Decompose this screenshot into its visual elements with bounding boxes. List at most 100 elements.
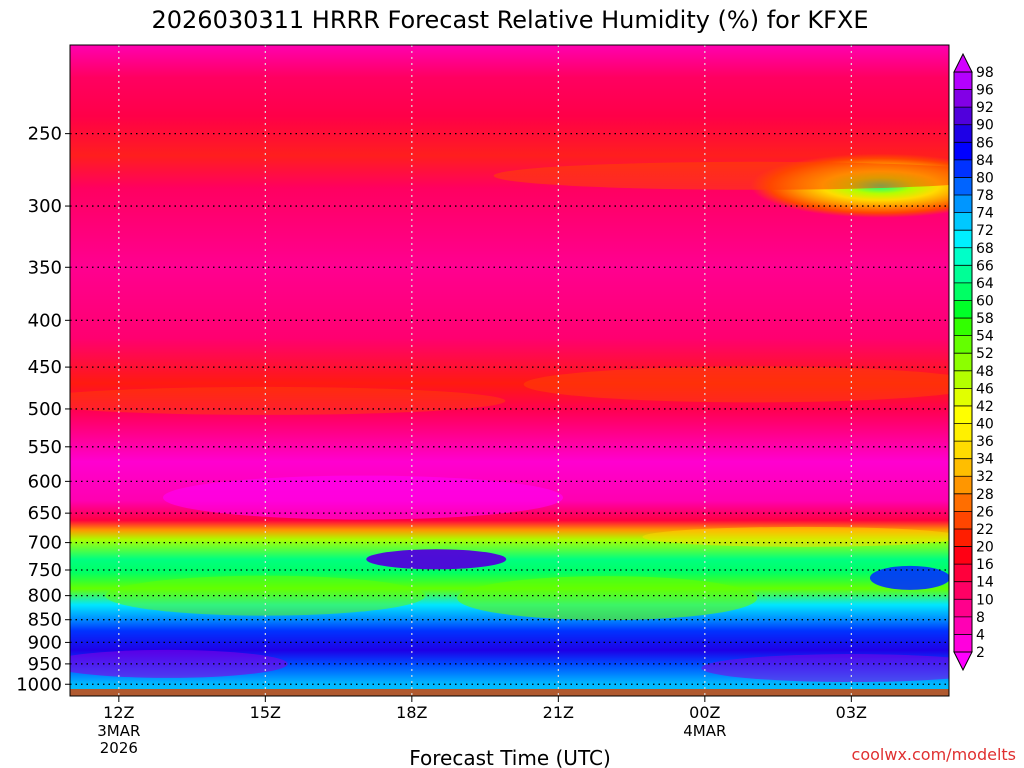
green-lobe-810-left	[105, 575, 426, 616]
colorbar-swatch	[954, 230, 972, 249]
colorbar-swatch	[954, 564, 972, 583]
x-tick-label: 15Z	[250, 703, 281, 722]
colorbar-label: 36	[976, 434, 994, 450]
y-tick-label: 950	[28, 654, 62, 675]
gridlines	[70, 45, 949, 696]
colorbar-label: 66	[976, 258, 994, 274]
colorbar-swatch	[954, 282, 972, 301]
colorbar-swatch	[954, 423, 972, 442]
colorbar-swatch	[954, 142, 972, 161]
colorbar-swatch	[954, 300, 972, 319]
colorbar-label: 60	[976, 293, 994, 309]
colorbar-label: 92	[976, 100, 994, 116]
y-tick-label: 400	[28, 310, 62, 331]
colorbar-label: 74	[976, 206, 994, 222]
colorbar-swatch	[954, 265, 972, 284]
colorbar-label: 34	[976, 452, 994, 468]
colorbar-label: 52	[976, 346, 994, 362]
colorbar-swatch	[954, 370, 972, 389]
colorbar-swatch	[954, 458, 972, 477]
colorbar-label: 58	[976, 311, 994, 327]
colorbar-swatch	[954, 476, 972, 495]
moist-core-760-right	[869, 565, 949, 590]
colorbar-swatch	[954, 318, 972, 337]
colorbar-label: 20	[976, 540, 994, 556]
colorbar-label: 26	[976, 504, 994, 520]
colorbar-label: 2	[976, 645, 985, 661]
x-tick-year: 2026	[100, 739, 138, 757]
mid-band-470-right	[523, 366, 949, 403]
colorbar-swatch	[954, 616, 972, 635]
y-tick-label: 900	[28, 632, 62, 653]
colorbar-swatch	[954, 159, 972, 178]
colorbar-label: 80	[976, 170, 994, 186]
colorbar-label: 28	[976, 487, 994, 503]
colorbar-label: 54	[976, 329, 994, 345]
upper-band-right	[493, 161, 949, 190]
colorbar: 9896929086848078747268666460585452484642…	[953, 52, 994, 672]
x-tick-label: 21Z	[543, 703, 574, 722]
colorbar-label: 68	[976, 241, 994, 257]
low-core-950	[70, 649, 288, 678]
colorbar-swatch	[954, 528, 972, 548]
colorbar-swatch	[954, 634, 972, 653]
x-tick-label: 18Z	[396, 703, 427, 722]
moist-core-730	[366, 549, 507, 570]
colorbar-label: 46	[976, 381, 994, 397]
x-tick-date: 3MAR	[97, 722, 140, 740]
yellow-fringe-690	[642, 526, 949, 547]
colorbar-label: 8	[976, 610, 985, 626]
colorbar-swatch	[954, 493, 972, 512]
x-tick-date: 4MAR	[683, 722, 726, 740]
colorbar-swatch	[954, 388, 972, 407]
x-axis-label: Forecast Time (UTC)	[409, 746, 611, 768]
y-tick-label: 600	[28, 471, 62, 492]
watermark: coolwx.com/modelts	[852, 745, 1016, 764]
y-tick-label: 750	[28, 560, 62, 581]
colorbar-label: 16	[976, 557, 994, 573]
colorbar-label: 14	[976, 575, 994, 591]
colorbar-label: 64	[976, 276, 994, 292]
colorbar-swatch	[954, 581, 972, 600]
colorbar-label: 84	[976, 153, 994, 169]
colorbar-swatch	[954, 405, 972, 425]
colorbar-swatch	[954, 107, 972, 126]
colorbar-swatch	[954, 546, 972, 565]
y-tick-label: 1000	[16, 674, 62, 695]
colorbar-swatch	[954, 511, 972, 530]
rh-field-features	[70, 153, 949, 696]
colorbar-label: 90	[976, 118, 994, 134]
colorbar-label: 4	[976, 627, 985, 643]
colorbar-swatch	[954, 599, 972, 618]
colorbar-swatch	[954, 89, 972, 108]
y-tick-label: 800	[28, 586, 62, 607]
colorbar-label: 10	[976, 592, 994, 608]
colorbar-swatch	[954, 441, 972, 460]
y-axis: 2503003504004505005506006507007508008509…	[16, 124, 70, 695]
colorbar-label: 42	[976, 399, 994, 415]
magenta-patch-620	[163, 475, 563, 520]
colorbar-swatch	[954, 195, 972, 214]
colorbar-cap-bottom	[953, 651, 973, 672]
colorbar-label: 22	[976, 522, 994, 538]
colorbar-swatch	[954, 212, 972, 231]
y-tick-label: 450	[28, 357, 62, 378]
chart-title: 2026030311 HRRR Forecast Relative Humidi…	[151, 6, 868, 34]
colorbar-swatch	[954, 353, 972, 372]
x-tick-label: 00Z	[689, 703, 720, 722]
colorbar-cap-top	[953, 52, 973, 73]
colorbar-label: 86	[976, 135, 994, 151]
colorbar-swatch	[954, 335, 972, 354]
green-lobe-800	[457, 576, 758, 621]
mid-band-500	[70, 386, 506, 415]
colorbar-swatch	[954, 247, 972, 266]
y-tick-label: 500	[28, 399, 62, 420]
x-tick-label: 12Z	[103, 703, 134, 722]
colorbar-label: 32	[976, 469, 994, 485]
colorbar-label: 48	[976, 364, 994, 380]
y-tick-label: 300	[28, 196, 62, 217]
colorbar-label: 40	[976, 417, 994, 433]
y-tick-label: 250	[28, 124, 62, 145]
